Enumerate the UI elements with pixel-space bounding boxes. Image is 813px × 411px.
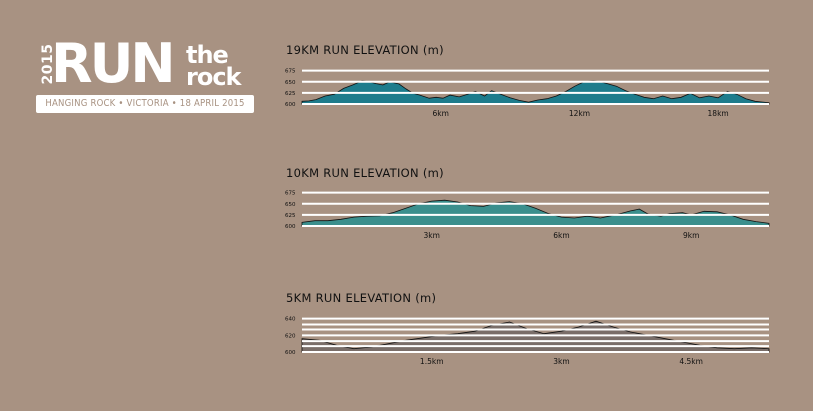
- y-tick-label-10km-0: 600: [285, 224, 296, 230]
- x-tick-label-10km-2: 9km: [683, 231, 699, 240]
- logo-subtitle: HANGING ROCK • VICTORIA • 18 APRIL 2015: [36, 95, 254, 113]
- y-tick-label-5km-0: 600: [285, 350, 296, 356]
- elevation-area-5km: [301, 320, 770, 353]
- x-tick-label-10km-1: 6km: [553, 231, 569, 240]
- logo-rock-text: rock: [186, 63, 242, 91]
- y-tick-label-5km-1: 620: [285, 333, 296, 339]
- logo-the-text: the: [186, 41, 229, 69]
- y-tick-label-19km-1: 625: [285, 91, 296, 97]
- chart-title-5km: 5KM RUN ELEVATION (m): [286, 291, 437, 305]
- elevation-chart-10km: 600 625 650 675 3km 6km 9km: [285, 191, 770, 240]
- chart-title-10km: 10KM RUN ELEVATION (m): [286, 166, 444, 180]
- y-tick-label-5km-2: 640: [285, 317, 296, 323]
- y-tick-label-19km-3: 675: [285, 69, 296, 75]
- y-tick-label-10km-2: 650: [285, 202, 296, 208]
- elevation-chart-5km: 600 620 640 1.5km 3km 4.5km: [285, 317, 770, 366]
- x-tick-label-19km-1: 12km: [569, 109, 590, 118]
- x-tick-label-5km-1: 3km: [553, 357, 569, 366]
- x-tick-label-5km-0: 1.5km: [420, 357, 444, 366]
- x-tick-label-19km-2: 18km: [708, 109, 729, 118]
- logo-run-text: RUN: [51, 32, 176, 95]
- y-tick-label-19km-2: 650: [285, 80, 296, 86]
- y-tick-label-10km-1: 625: [285, 213, 296, 219]
- x-tick-label-19km-0: 6km: [433, 109, 449, 118]
- y-tick-label-10km-3: 675: [285, 191, 296, 197]
- x-tick-label-10km-0: 3km: [424, 231, 440, 240]
- event-logo: 2015 RUN the rock HANGING ROCK • VICTORI…: [34, 34, 258, 116]
- elevation-chart-19km: 600 625 650 675 6km 12km 18km: [285, 69, 770, 118]
- x-tick-label-5km-2: 4.5km: [679, 357, 703, 366]
- y-tick-label-19km-0: 600: [285, 102, 296, 108]
- chart-title-19km: 19KM RUN ELEVATION (m): [286, 43, 444, 57]
